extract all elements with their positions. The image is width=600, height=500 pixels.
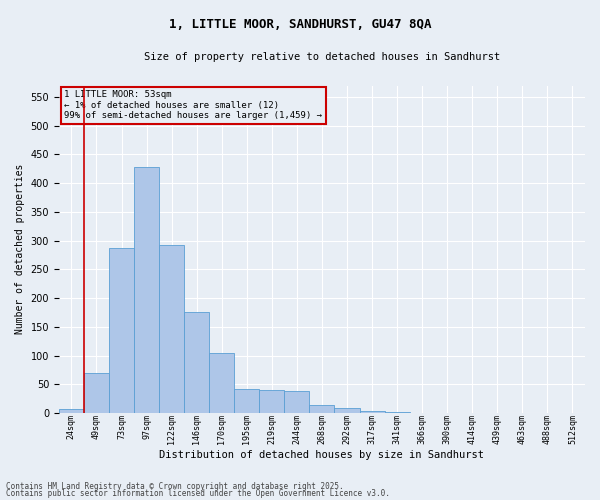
Text: Contains HM Land Registry data © Crown copyright and database right 2025.: Contains HM Land Registry data © Crown c…: [6, 482, 344, 491]
Title: Size of property relative to detached houses in Sandhurst: Size of property relative to detached ho…: [144, 52, 500, 62]
Text: 1, LITTLE MOOR, SANDHURST, GU47 8QA: 1, LITTLE MOOR, SANDHURST, GU47 8QA: [169, 18, 431, 30]
Bar: [310, 405, 334, 413]
Bar: [209, 352, 234, 413]
Bar: [334, 408, 359, 413]
Bar: [234, 389, 259, 413]
X-axis label: Distribution of detached houses by size in Sandhurst: Distribution of detached houses by size …: [160, 450, 484, 460]
Text: 1 LITTLE MOOR: 53sqm
← 1% of detached houses are smaller (12)
99% of semi-detach: 1 LITTLE MOOR: 53sqm ← 1% of detached ho…: [64, 90, 322, 120]
Bar: [184, 312, 209, 413]
Y-axis label: Number of detached properties: Number of detached properties: [15, 164, 25, 334]
Bar: [284, 391, 310, 413]
Text: Contains public sector information licensed under the Open Government Licence v3: Contains public sector information licen…: [6, 489, 390, 498]
Bar: [385, 412, 410, 413]
Bar: [84, 373, 109, 413]
Bar: [59, 409, 84, 413]
Bar: [259, 390, 284, 413]
Bar: [109, 248, 134, 413]
Bar: [159, 244, 184, 413]
Bar: [359, 412, 385, 413]
Bar: [134, 167, 159, 413]
